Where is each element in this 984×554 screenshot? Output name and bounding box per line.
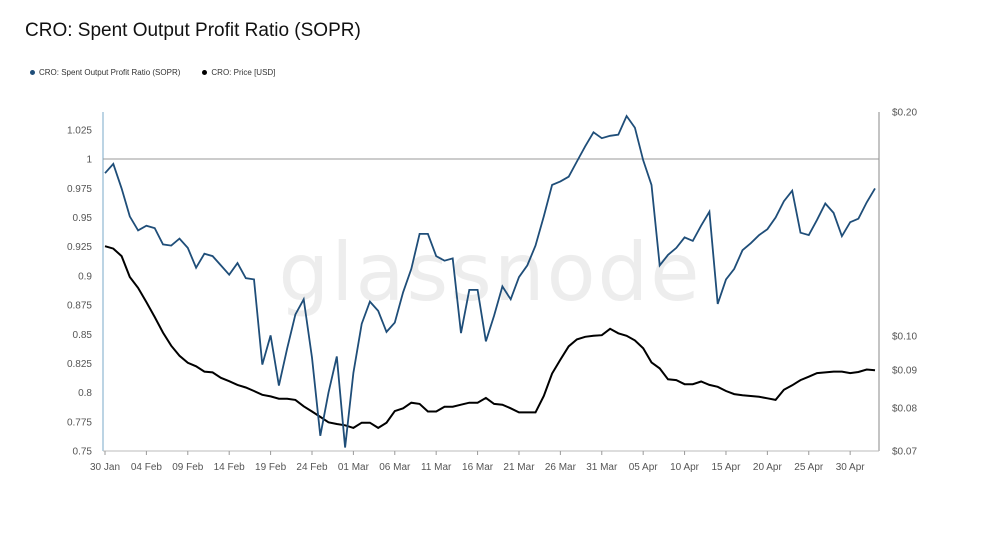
x-tick-label: 30 Jan xyxy=(90,462,120,473)
left-tick-label: 0.925 xyxy=(67,242,92,253)
watermark-logo: glassnode xyxy=(278,226,701,319)
x-tick-label: 01 Mar xyxy=(338,462,370,473)
left-tick-label: 0.8 xyxy=(78,388,92,399)
series-line-price xyxy=(104,245,876,430)
left-tick-label: 0.975 xyxy=(67,184,92,195)
left-tick-label: 0.775 xyxy=(67,417,92,428)
right-tick-label: $0.10 xyxy=(892,331,917,342)
x-tick-label: 31 Mar xyxy=(586,462,618,473)
left-tick-label: 1.025 xyxy=(67,126,92,137)
series-line-sopr xyxy=(104,114,876,448)
legend-label-sopr: CRO: Spent Output Profit Ratio (SOPR) xyxy=(39,68,181,77)
left-axis-ticks: 1.025 1 0.975 0.95 0.925 0.9 0.875 0.85 0.825 0.8… xyxy=(67,126,92,458)
left-tick-label: 0.75 xyxy=(73,447,93,458)
chart-title: CRO: Spent Output Profit Ratio (SOPR) xyxy=(25,20,361,41)
legend-label-price: CRO: Price [USD] xyxy=(211,68,276,77)
right-tick-label: $0.08 xyxy=(892,403,917,414)
x-tick-label: 04 Feb xyxy=(131,462,163,473)
left-tick-label: 0.85 xyxy=(73,330,93,341)
left-tick-label: 0.825 xyxy=(67,359,92,370)
legend: CRO: Spent Output Profit Ratio (SOPR) CR… xyxy=(30,68,275,77)
left-tick-label: 1 xyxy=(86,155,92,166)
x-tick-label: 24 Feb xyxy=(296,462,328,473)
right-axis-ticks: $0.20 $0.10 $0.09 $0.08 $0.07 xyxy=(892,108,917,458)
left-tick-label: 0.875 xyxy=(67,301,92,312)
x-tick-label: 09 Feb xyxy=(172,462,204,473)
right-tick-label: $0.07 xyxy=(892,447,917,458)
x-axis-ticks: 30 Jan 04 Feb 09 Feb 14 Feb 19 Feb 24 Feb 01 M… xyxy=(90,451,865,473)
x-tick-label: 16 Mar xyxy=(462,462,494,473)
x-tick-label: 19 Feb xyxy=(255,462,287,473)
x-tick-label: 06 Mar xyxy=(379,462,411,473)
x-tick-label: 05 Apr xyxy=(629,462,659,473)
x-tick-label: 25 Apr xyxy=(794,462,824,473)
x-tick-label: 15 Apr xyxy=(712,462,742,473)
legend-item-price[interactable]: CRO: Price [USD] xyxy=(202,68,275,77)
x-tick-label: 20 Apr xyxy=(753,462,783,473)
x-tick-label: 26 Mar xyxy=(545,462,577,473)
right-tick-label: $0.09 xyxy=(892,365,917,376)
x-tick-label: 21 Mar xyxy=(503,462,535,473)
x-tick-label: 11 Mar xyxy=(421,462,452,473)
legend-dot-sopr xyxy=(30,70,35,75)
x-tick-label: 14 Feb xyxy=(214,462,246,473)
x-tick-label: 30 Apr xyxy=(836,462,866,473)
right-tick-label: $0.20 xyxy=(892,108,917,119)
legend-dot-price xyxy=(202,70,208,75)
left-tick-label: 0.9 xyxy=(78,271,92,282)
x-tick-label: 10 Apr xyxy=(670,462,700,473)
left-tick-label: 0.95 xyxy=(73,213,93,224)
legend-item-sopr[interactable]: CRO: Spent Output Profit Ratio (SOPR) xyxy=(30,68,180,77)
